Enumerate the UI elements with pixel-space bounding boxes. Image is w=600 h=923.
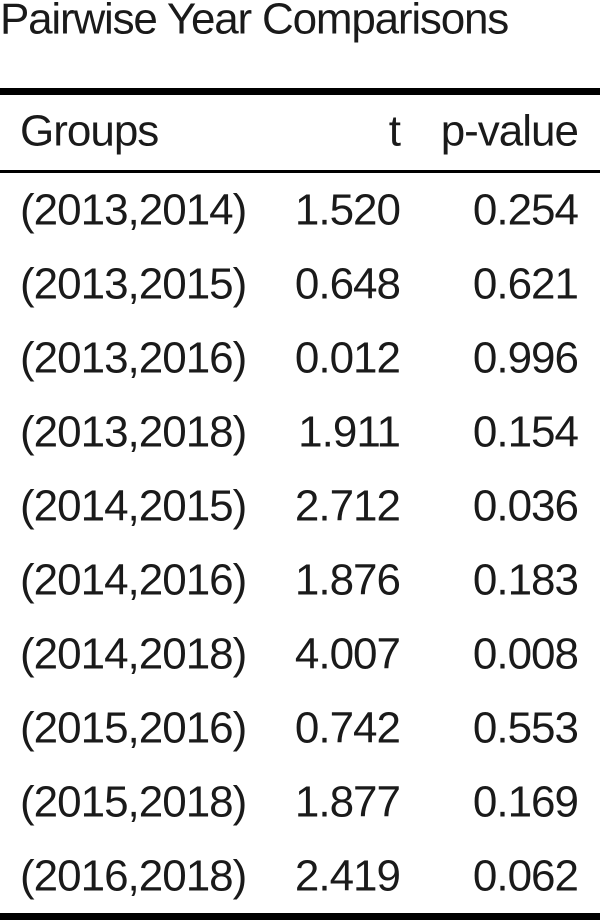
table-cell: 0.154	[473, 408, 579, 457]
table-cell: 2.419	[295, 852, 400, 901]
column-header: p-value	[441, 107, 578, 156]
table-cell: (2013,2014)	[20, 186, 246, 235]
table-cell: 0.008	[473, 630, 578, 679]
table-cell: (2013,2016)	[20, 334, 246, 383]
table-cell: (2015,2018)	[20, 778, 246, 827]
table-body: Groups t p-value (2013,2014) 1.520 0.254 (2013…	[20, 107, 580, 901]
table-cell: 0.254	[473, 186, 579, 235]
header-rule	[0, 170, 600, 173]
table-cell: 1.876	[295, 556, 400, 605]
table-cell: (2013,2015)	[20, 260, 246, 309]
table-cell: (2014,2018)	[20, 630, 246, 679]
table-cell: (2016,2018)	[20, 852, 246, 901]
table-cell: (2015,2016)	[20, 704, 246, 753]
table-cell: 0.012	[295, 334, 400, 383]
table-title: Pairwise Year Comparisons	[0, 0, 508, 44]
table-cell: 1.911	[298, 408, 400, 457]
table-cell: (2014,2015)	[20, 482, 246, 531]
table-cell: 0.036	[473, 482, 578, 531]
table-cell: 0.996	[473, 334, 578, 383]
table-cell: 0.062	[473, 852, 578, 901]
table-cell: 1.520	[295, 186, 400, 235]
table-cell: 0.621	[473, 260, 578, 309]
table-cell: 0.183	[473, 556, 578, 605]
top-rule	[0, 88, 600, 95]
table-cell: 1.877	[295, 778, 400, 827]
column-header: Groups	[20, 107, 158, 156]
bottom-rule	[0, 913, 600, 920]
table-cell: 0.169	[473, 778, 578, 827]
table-cell: 0.553	[473, 704, 578, 753]
table-cell: (2014,2016)	[20, 556, 246, 605]
table-cell: 4.007	[295, 630, 400, 679]
table-cell: 0.648	[295, 260, 400, 309]
table-cell: 2.712	[295, 482, 400, 531]
table-cell: (2013,2018)	[20, 408, 246, 457]
column-header: t	[389, 107, 401, 156]
table-cell: 0.742	[295, 704, 400, 753]
